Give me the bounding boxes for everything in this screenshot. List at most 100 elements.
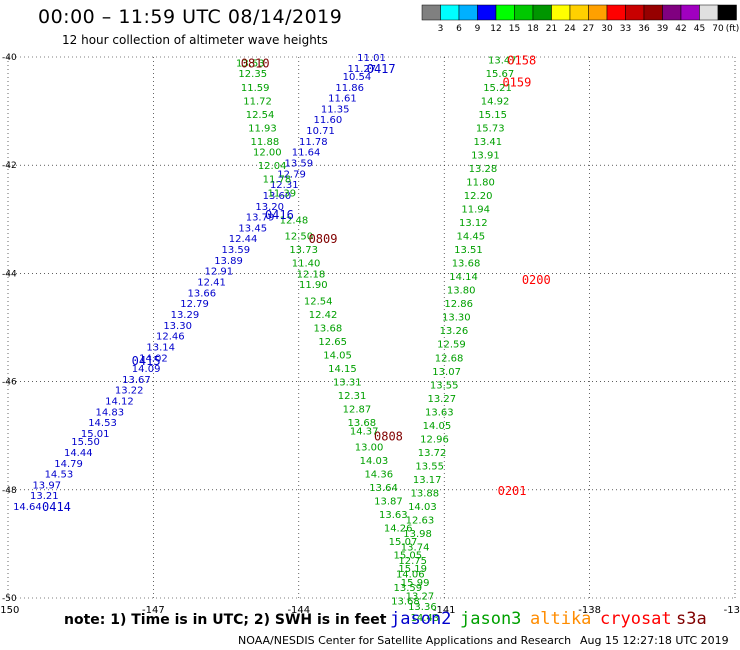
wave-height-label: 12.87	[343, 405, 372, 416]
wave-height-label: 13.80	[447, 286, 476, 297]
wave-height-label: 13.26	[440, 326, 469, 337]
wave-height-label: 11.61	[328, 94, 357, 105]
wave-height-label: 14.53	[88, 418, 117, 429]
wave-height-label: 13.59	[221, 245, 250, 256]
credit-line: NOAA/NESDIS Center for Satellite Applica…	[238, 634, 572, 647]
wave-height-label: 14.02	[139, 353, 168, 364]
colorbar-swatch	[514, 4, 534, 21]
legend-altika: altika	[530, 609, 592, 629]
colorbar-swatch	[625, 4, 645, 21]
wave-height-label: 13.12	[459, 218, 488, 229]
wave-height-label: 11.72	[243, 96, 272, 107]
wave-height-label: 12.96	[420, 434, 449, 445]
wave-height-label: 14.05	[423, 421, 452, 432]
wave-height-label: 15.15	[478, 110, 507, 121]
wave-height-label: 11.94	[461, 204, 490, 215]
wave-height-label: 14.26	[384, 524, 413, 535]
colorbar-tick-label: 33	[620, 24, 631, 34]
x-tick-label: -141	[433, 605, 456, 616]
wave-height-label: 11.35	[321, 104, 350, 115]
wave-height-label: 13.68	[391, 597, 420, 608]
wave-height-label: 15.67	[486, 69, 515, 80]
wave-height-label: 13.68	[452, 259, 481, 270]
pass-time-label: 0810	[241, 56, 270, 70]
wave-height-label: 14.44	[64, 448, 93, 459]
colorbar-tick-label: 18	[527, 24, 539, 34]
colorbar-tick-label: 45	[694, 24, 705, 34]
wave-height-label: 11.90	[299, 280, 328, 291]
wave-height-label: 13.00	[355, 443, 384, 454]
pass-time-label: 0158	[507, 54, 536, 68]
wave-height-label: 11.93	[248, 123, 277, 134]
wave-height-label: 13.87	[374, 497, 403, 508]
wave-height-label: 11.78	[299, 137, 328, 148]
wave-height-label: 12.31	[338, 391, 367, 402]
colorbar-swatch	[569, 4, 589, 21]
wave-height-label: 15.05	[394, 551, 423, 562]
colorbar-tick-label: 30	[601, 24, 613, 34]
wave-height-label: 12.86	[444, 299, 473, 310]
wave-height-label: 12.59	[437, 340, 466, 351]
colorbar-swatch	[440, 4, 460, 21]
wave-height-label: 13.68	[314, 324, 343, 335]
wave-height-label: 12.04	[258, 161, 287, 172]
chart-subtitle: 12 hour collection of altimeter wave hei…	[62, 33, 328, 47]
wave-height-label: 13.79	[246, 213, 275, 224]
colorbar-tick-label: 21	[546, 24, 557, 34]
colorbar-tick-label: 9	[475, 24, 481, 34]
wave-height-label: 11.01	[357, 53, 386, 64]
wave-height-label: 14.06	[396, 570, 425, 581]
wave-height-label: 12.46	[156, 332, 185, 343]
pass-time-label: 0415	[132, 354, 161, 368]
legend-cryosat: cryosat	[600, 609, 672, 629]
colorbar-swatch	[477, 4, 497, 21]
wave-height-label: 13.53	[236, 58, 265, 69]
wave-height-label: 11.78	[263, 175, 292, 186]
wave-height-label: 12.41	[197, 278, 226, 289]
wave-height-label: 15.19	[398, 564, 427, 575]
wave-height-label: 13.31	[333, 378, 362, 389]
colorbar-tick-label: 36	[638, 24, 650, 34]
y-tick-label: -46	[2, 378, 17, 388]
wave-height-label: 13.47	[488, 56, 517, 67]
wave-height-label: 13.36	[408, 602, 437, 613]
wave-height-label: 13.55	[415, 461, 444, 472]
wave-height-label: 15.73	[476, 123, 505, 134]
wave-height-label: 12.00	[253, 148, 282, 159]
wave-height-label: 13.72	[418, 448, 447, 459]
wave-height-label: 12.20	[464, 191, 493, 202]
wave-height-label: 13.97	[32, 480, 61, 491]
pass-time-label: 0414	[42, 500, 71, 514]
wave-height-label: 13.63	[425, 407, 454, 418]
wave-height-label: 11.40	[292, 259, 321, 270]
pass-time-label: 0416	[265, 208, 294, 222]
wave-height-label: 14.83	[95, 407, 124, 418]
pass-time-label: 0808	[374, 430, 403, 444]
colorbar-tick-label: 27	[583, 24, 594, 34]
x-tick-label: -147	[142, 605, 165, 616]
wave-height-label: 13.89	[214, 256, 243, 267]
wave-height-label: 12.50	[284, 232, 313, 243]
wave-height-label: 13.68	[347, 418, 376, 429]
legend-jason2: jason2	[390, 609, 452, 629]
wave-height-label: 15.50	[71, 437, 100, 448]
colorbar-swatch	[717, 4, 737, 21]
pass-time-label: 0809	[309, 232, 338, 246]
wave-height-label: 14.64	[13, 502, 42, 513]
wave-height-label: 13.17	[413, 475, 442, 486]
wave-height-label: 12.18	[297, 269, 326, 280]
wave-height-label: 14.15	[328, 364, 357, 375]
wave-height-label: 13.45	[238, 223, 267, 234]
wave-height-label: 11.80	[466, 177, 495, 188]
wave-height-label: 11.86	[335, 83, 364, 94]
wave-height-label: 13.41	[473, 137, 502, 148]
generated-timestamp: Aug 15 12:27:18 UTC 2019	[580, 634, 729, 647]
units-note: note: 1) Time is in UTC; 2) SWH is in fe…	[64, 612, 387, 628]
colorbar-tick-label: 24	[564, 24, 576, 34]
colorbar-swatch	[588, 4, 608, 21]
wave-height-label: 14.36	[364, 470, 393, 481]
wave-height-label: 15.99	[401, 578, 430, 589]
wave-height-label: 14.05	[323, 351, 352, 362]
wave-height-label: 12.48	[280, 215, 309, 226]
